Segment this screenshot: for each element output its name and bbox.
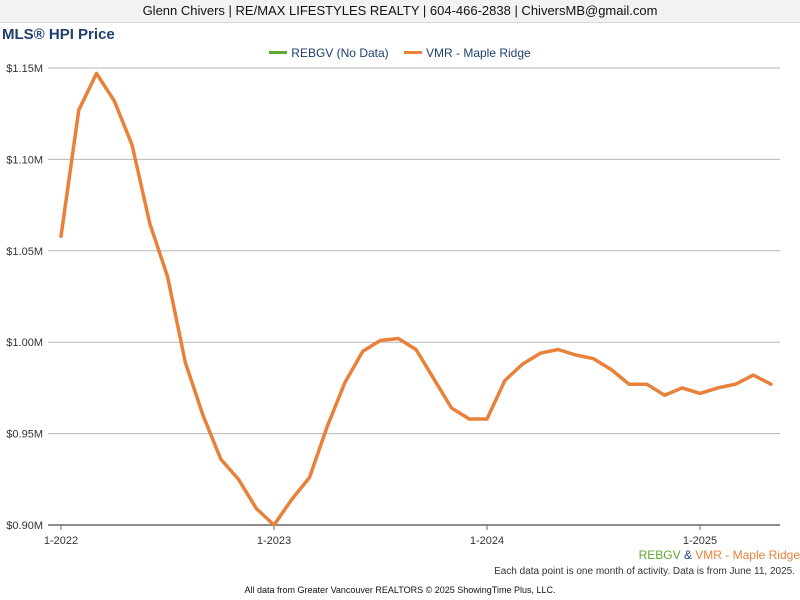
- line-chart: $1.15M$1.10M$1.05M$1.00M$0.95M$0.90M1-20…: [6, 63, 780, 547]
- chart-legend: REBGV (No Data) VMR - Maple Ridge: [0, 46, 800, 60]
- series-line-1: [59, 71, 773, 527]
- y-tick-label: $0.90M: [6, 520, 43, 532]
- y-tick-label: $1.10M: [6, 154, 43, 166]
- x-tick-label: 1-2025: [683, 535, 717, 547]
- x-tick-label: 1-2023: [257, 535, 291, 547]
- y-tick-label: $1.00M: [6, 337, 43, 349]
- x-tick-label: 1-2022: [44, 535, 78, 547]
- legend-swatch-rebgv: [269, 51, 288, 55]
- y-tick-label: $1.15M: [6, 63, 43, 75]
- legend-item-rebgv[interactable]: REBGV (No Data): [269, 46, 389, 60]
- contact-line: Glenn Chivers | RE/MAX LIFESTYLES REALTY…: [142, 3, 658, 18]
- y-tick-label: $1.05M: [6, 246, 43, 258]
- x-tick-label: 1-2024: [470, 535, 504, 547]
- chart-title: MLS® HPI Price: [2, 26, 115, 43]
- data-source: All data from Greater Vancouver REALTORS…: [244, 585, 556, 595]
- footer-legend-vmr: VMR - Maple Ridge: [695, 548, 800, 562]
- data-note: Each data point is one month of activity…: [494, 566, 795, 577]
- footer-legend-amp: &: [683, 548, 692, 562]
- footer-legend-rebgv: REBGV: [638, 548, 681, 562]
- footer-legend: REBGV & VMR - Maple Ridge: [639, 548, 800, 562]
- legend-label-vmr: VMR - Maple Ridge: [426, 46, 531, 60]
- legend-label-rebgv: REBGV (No Data): [291, 46, 389, 60]
- legend-item-vmr[interactable]: VMR - Maple Ridge: [404, 46, 531, 60]
- y-tick-label: $0.95M: [6, 429, 43, 441]
- legend-swatch-vmr: [404, 51, 422, 55]
- contact-header: Glenn Chivers | RE/MAX LIFESTYLES REALTY…: [0, 0, 800, 23]
